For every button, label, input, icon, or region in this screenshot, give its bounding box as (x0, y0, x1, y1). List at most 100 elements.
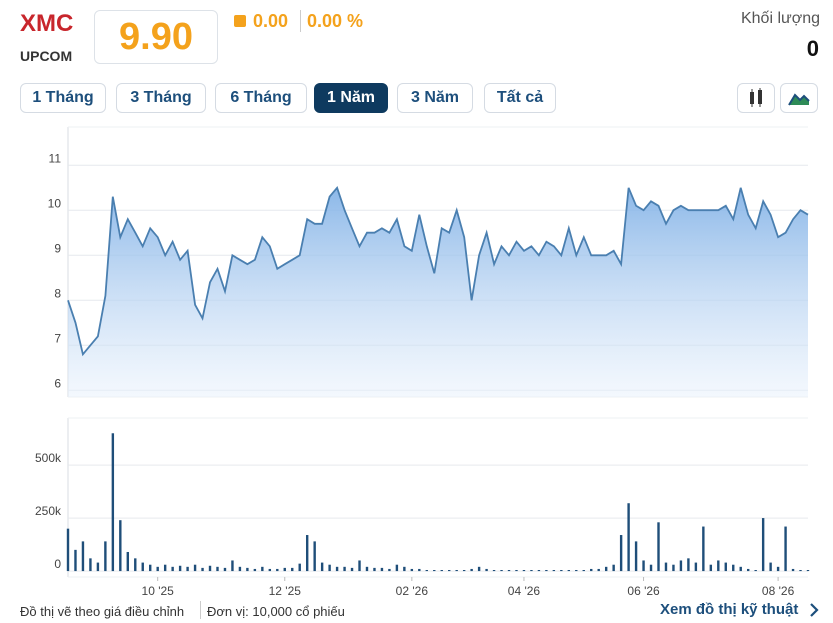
y-tick-label: 0 (54, 557, 61, 571)
volume-bar (141, 562, 144, 572)
volume-bar (410, 568, 414, 572)
volume-bar (89, 558, 92, 572)
volume-bar (149, 564, 152, 572)
volume-bar (582, 570, 585, 572)
volume-bar (276, 568, 279, 572)
volume-bar (747, 568, 750, 572)
volume-bar (335, 566, 339, 572)
volume-bar (201, 567, 204, 572)
volume-bar (717, 560, 720, 572)
change-icon (234, 15, 246, 27)
volume-bar (485, 568, 488, 572)
change: 0.00 (253, 11, 289, 31)
volume-bar (642, 560, 645, 572)
footer-note: Đồ thị vẽ theo giá điều chỉnh (20, 604, 185, 619)
volume-bar (597, 568, 600, 572)
volume-bar (178, 565, 182, 572)
area-fill (68, 187, 808, 397)
volume-bar (111, 433, 115, 572)
technical-link[interactable]: Xem đồ thị kỹ thuật (660, 601, 799, 618)
area-icon (788, 93, 810, 106)
y-tick-label: 10 (48, 196, 62, 210)
volume-bar (455, 570, 458, 572)
x-tick-label: 06 '26 (627, 584, 660, 598)
volume-bar (81, 541, 85, 572)
y-tick-label: 11 (49, 151, 62, 165)
period-button[interactable]: Tất cả (484, 83, 556, 113)
volume-bar (440, 570, 443, 572)
candle-icon (750, 88, 762, 107)
volume-bar (694, 562, 698, 572)
candle-toggle[interactable] (737, 83, 775, 113)
volume-bar (462, 570, 466, 572)
volume-bar (261, 566, 264, 572)
volume-bar (567, 570, 571, 572)
volume-bar (657, 522, 660, 572)
volume-bar (806, 570, 810, 572)
volume-bar (74, 549, 77, 572)
period-button[interactable]: 1 Năm (314, 83, 388, 113)
change-pct: 0.00 % (307, 11, 364, 31)
volume-bar (283, 567, 286, 572)
volume-bar (380, 567, 384, 572)
x-tick-label: 12 '25 (269, 584, 302, 598)
volume-bar (298, 563, 301, 572)
volume-bar (732, 564, 735, 572)
volume-bar (545, 570, 548, 572)
volume-bar (403, 566, 406, 572)
price-line (67, 185, 809, 357)
volume-bar (425, 570, 428, 572)
volume-bar (246, 567, 249, 572)
volume-bar (193, 564, 197, 572)
volume-bar (672, 564, 675, 572)
volume-bar (604, 566, 608, 572)
volume-bar (343, 566, 346, 572)
footer-unit: Đơn vị: 10,000 cổ phiếu (207, 604, 345, 619)
x-tick-label: 10 '25 (142, 584, 175, 598)
divider (300, 10, 301, 32)
volume-bar (560, 570, 563, 572)
volume-bar (171, 566, 174, 572)
period-button[interactable]: 1 Tháng (20, 83, 106, 113)
y-tick-label: 250k (35, 504, 62, 518)
volume-bar (395, 564, 399, 572)
volume-bar (754, 570, 757, 572)
volume-bar (739, 566, 742, 572)
volume-bar (627, 503, 630, 572)
volume-bar (552, 570, 556, 572)
volume-bar (492, 570, 496, 572)
volume-bar (477, 566, 481, 572)
volume-label: Khối lượng (740, 10, 820, 27)
volume-bar (590, 568, 593, 572)
volume-bar (156, 566, 159, 572)
divider (200, 601, 201, 619)
exchange: UPCOM (20, 48, 73, 64)
volume-bar (119, 520, 122, 572)
period-button[interactable]: 3 Năm (397, 83, 473, 113)
y-tick-label: 8 (54, 286, 61, 300)
volume-bar (358, 560, 361, 572)
volume-bar (231, 560, 234, 572)
volume: 0 (806, 36, 819, 61)
volume-bar (373, 567, 376, 572)
volume-bar (776, 566, 780, 572)
volume-bar (268, 568, 272, 572)
y-tick-label: 500k (35, 451, 62, 465)
volume-bar (134, 558, 137, 572)
volume-bar (687, 558, 690, 572)
volume-bar (126, 551, 129, 572)
area-toggle[interactable] (780, 83, 818, 113)
volume-bar (679, 560, 683, 572)
volume-bar (507, 570, 511, 572)
volume-bar (418, 568, 421, 572)
period-button[interactable]: 6 Tháng (215, 83, 307, 113)
volume-bar (186, 566, 189, 572)
volume-bar (724, 562, 727, 572)
volume-bar (769, 562, 772, 572)
volume-bar (515, 570, 518, 572)
period-button[interactable]: 3 Tháng (116, 83, 206, 113)
volume-bar (96, 562, 100, 572)
y-tick-label: 6 (54, 376, 61, 390)
